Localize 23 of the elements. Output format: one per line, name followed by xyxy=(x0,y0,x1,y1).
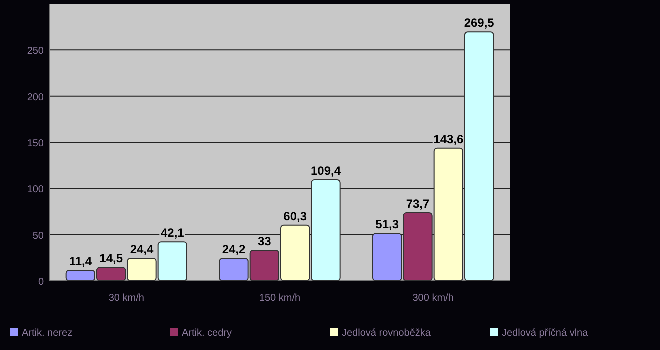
legend-label: Artik. nerez xyxy=(22,328,73,339)
data-label: 60,3 xyxy=(284,209,308,224)
data-label: 24,2 xyxy=(222,242,246,257)
y-tick-label: 100 xyxy=(27,184,44,196)
data-label: 14,5 xyxy=(100,252,124,266)
data-label: 269,5 xyxy=(464,16,495,30)
data-label: 33 xyxy=(258,234,272,249)
data-label: 24,4 xyxy=(130,242,154,256)
y-tick-label: 150 xyxy=(27,138,44,150)
y-tick-label: 200 xyxy=(27,92,44,104)
x-tick-label: 30 km/h xyxy=(108,293,144,304)
x-tick-label: 300 km/h xyxy=(412,293,454,304)
y-tick-label: 250 xyxy=(27,46,44,58)
data-label: 51,3 xyxy=(376,218,400,232)
data-label: 73,7 xyxy=(406,196,430,211)
data-label: 11,4 xyxy=(69,254,92,268)
legend-label: Jedlová příčná vlna xyxy=(502,328,589,339)
y-tick-label: 0 xyxy=(38,277,44,288)
data-label: 109,4 xyxy=(310,164,342,178)
legend-label: Artik. cedry xyxy=(182,328,232,339)
x-tick-label: 150 km/h xyxy=(259,293,301,304)
legend-label: Jedlová rovnoběžka xyxy=(342,328,432,339)
y-tick-label: 50 xyxy=(32,230,44,242)
